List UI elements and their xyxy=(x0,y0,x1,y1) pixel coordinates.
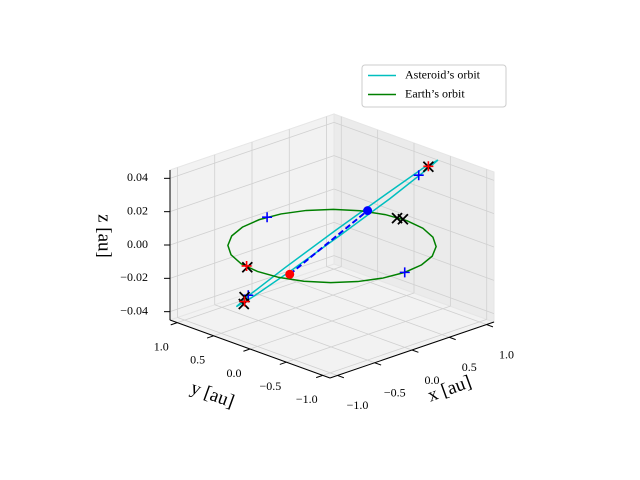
tick-mark xyxy=(243,348,251,352)
x-axis-line xyxy=(329,321,495,379)
legend-label: Asteroid’s orbit xyxy=(405,67,481,81)
tick-mark xyxy=(316,374,323,379)
grid-line xyxy=(169,121,335,179)
grid-line xyxy=(169,221,335,279)
x-tick-label: 1.0 xyxy=(499,347,514,361)
grid-line xyxy=(213,279,378,337)
z-tick-label: −0.02 xyxy=(120,270,148,284)
grid-line xyxy=(333,121,495,181)
orbit-line xyxy=(227,208,437,284)
y-tick-label: 0.5 xyxy=(190,353,205,367)
plus-marker xyxy=(413,170,424,181)
z-tick-label: −0.04 xyxy=(120,303,148,317)
orbit-line xyxy=(235,159,439,308)
x-marker xyxy=(397,213,409,225)
tick-mark xyxy=(337,374,345,379)
z-tick-label: 0.04 xyxy=(127,170,148,184)
tick-mark xyxy=(374,362,382,366)
grid-line xyxy=(169,255,335,313)
plus-marker xyxy=(241,260,252,271)
grid-line xyxy=(169,188,335,246)
tick-mark xyxy=(411,349,419,353)
tick-mark xyxy=(279,361,287,365)
legend-box xyxy=(361,64,507,108)
x-tick-label: 0.0 xyxy=(425,373,440,387)
plus-marker xyxy=(423,161,434,172)
plot-area: −1.0 −0.5 0.0 0.5 1.0 −1.0 −0.5 0.0 0.5 1.0 −0.04 −… xyxy=(120,113,514,412)
grid-line xyxy=(333,255,495,315)
grid-line xyxy=(249,292,415,350)
grid-line xyxy=(169,155,335,213)
grid-line xyxy=(333,221,495,281)
grid-line xyxy=(333,188,495,248)
grid-line xyxy=(177,266,342,324)
tick-mark xyxy=(486,324,494,328)
grid-line xyxy=(286,305,451,363)
legend: Asteroid’s orbit Earth’s orbit xyxy=(361,64,507,108)
y-axis-label: y [au] xyxy=(188,377,237,412)
x-tick-label: −1.0 xyxy=(347,398,369,412)
z-tick-label: 0.02 xyxy=(127,203,148,217)
tick-mark xyxy=(170,322,178,326)
y-axis-line xyxy=(169,319,331,379)
legend-label: Earth’s orbit xyxy=(405,86,465,100)
point-marker xyxy=(363,206,373,216)
z-tick-label: 0.00 xyxy=(127,237,148,251)
tick-mark xyxy=(206,335,214,339)
dashed-line xyxy=(289,209,369,276)
grid-line xyxy=(322,318,487,376)
point-marker xyxy=(285,269,295,279)
grid-line xyxy=(333,155,495,215)
z-axis-label: z [au] xyxy=(94,214,115,258)
y-tick-label: 0.0 xyxy=(227,366,242,380)
plus-marker xyxy=(239,296,250,307)
x-tick-label: −0.5 xyxy=(384,385,406,399)
x-tick-label: 0.5 xyxy=(462,360,477,374)
y-tick-label: −1.0 xyxy=(296,392,318,406)
y-tick-label: 1.0 xyxy=(154,339,169,353)
plus-marker xyxy=(399,267,410,278)
tick-mark xyxy=(449,336,456,341)
y-tick-label: −0.5 xyxy=(259,379,281,393)
plus-marker xyxy=(262,212,273,223)
